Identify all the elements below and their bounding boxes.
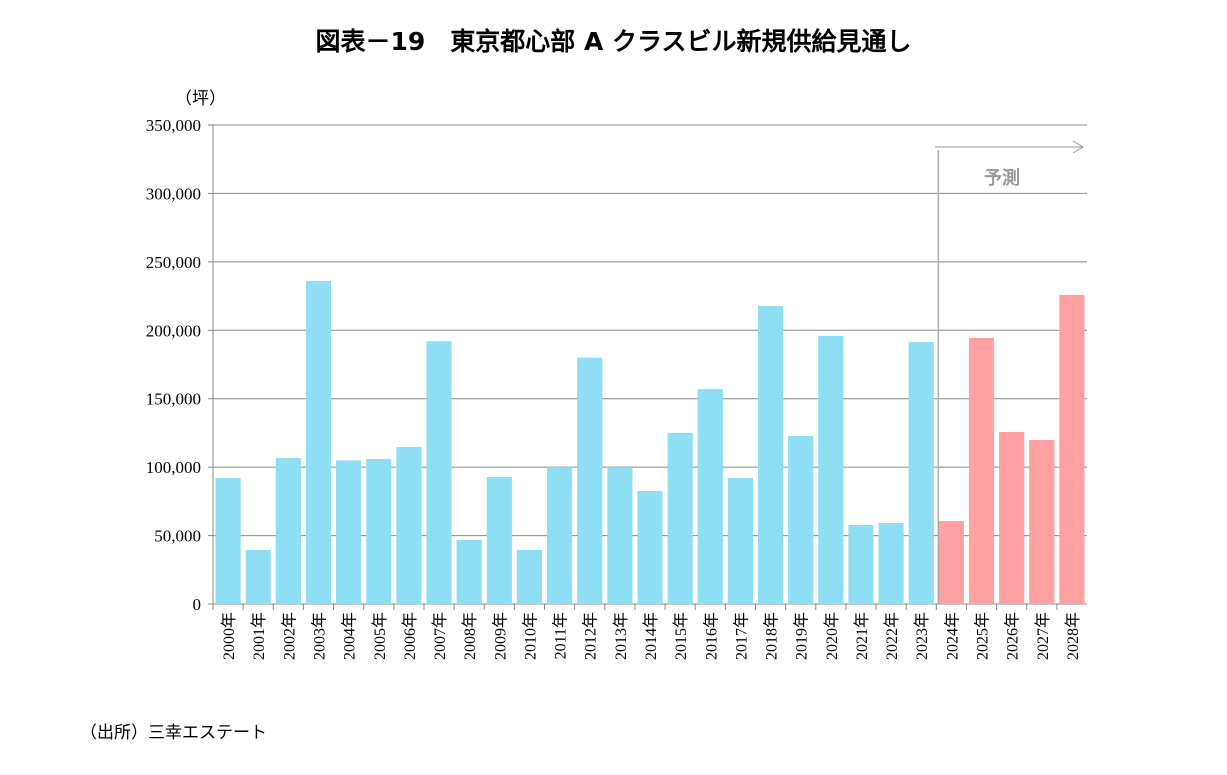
x-tick-label: 2008年 <box>461 612 479 660</box>
bar <box>938 521 964 604</box>
chart-title: 図表－19 東京都心部 A クラスビル新規供給見通し <box>315 27 912 56</box>
x-tick-label: 2012年 <box>582 612 600 660</box>
bar <box>697 389 723 604</box>
x-tick-label: 2000年 <box>220 612 238 660</box>
x-tick-label: 2026年 <box>1004 612 1022 660</box>
x-tick-label: 2019年 <box>793 612 811 660</box>
x-tick-label: 2005年 <box>371 612 389 660</box>
x-tick-label: 2015年 <box>672 612 690 660</box>
bar <box>516 549 543 604</box>
x-tick-label: 2011年 <box>552 612 570 659</box>
x-tick-label: 2020年 <box>823 612 841 660</box>
x-tick-label: 2023年 <box>913 612 931 660</box>
bar <box>275 457 301 604</box>
bar <box>848 525 874 604</box>
bar <box>547 467 573 604</box>
bar <box>456 539 482 604</box>
bar <box>1029 440 1055 604</box>
bar <box>396 447 422 604</box>
bar <box>305 281 332 604</box>
x-tick-label: 2013年 <box>612 612 630 660</box>
y-tick-label: 350,000 <box>146 116 201 135</box>
y-tick-label: 200,000 <box>146 321 201 340</box>
source-note: （出所）三幸エステート <box>80 723 267 743</box>
bar <box>727 478 753 604</box>
bar <box>336 460 362 604</box>
x-tick-label: 2009年 <box>491 612 509 660</box>
bar <box>968 337 995 604</box>
x-tick-label: 2022年 <box>883 612 901 660</box>
x-tick-label: 2007年 <box>431 612 449 660</box>
y-axis-label: （坪） <box>175 89 226 109</box>
x-tick-label: 2010年 <box>521 612 539 660</box>
y-tick-label: 250,000 <box>146 253 201 272</box>
bar <box>637 490 663 604</box>
x-tick-label: 2006年 <box>401 612 419 660</box>
x-tick-label: 2003年 <box>310 612 328 660</box>
y-tick-label: 150,000 <box>146 390 201 409</box>
bar <box>908 342 934 604</box>
x-tick-label: 2024年 <box>943 612 961 660</box>
bar <box>1059 294 1085 604</box>
arrow-head-icon <box>1072 140 1084 154</box>
x-tick-label: 2025年 <box>974 612 992 660</box>
bar <box>757 306 784 604</box>
y-tick-label: 100,000 <box>146 458 201 477</box>
bar <box>577 357 603 604</box>
x-tick-label: 2028年 <box>1064 612 1082 660</box>
y-tick-label: 300,000 <box>146 184 201 203</box>
x-tick-label: 2021年 <box>853 612 871 660</box>
bar <box>878 522 904 604</box>
x-tick-label: 2004年 <box>341 612 359 660</box>
x-tick-label: 2001年 <box>250 612 268 660</box>
y-tick-label: 0 <box>193 595 202 614</box>
bar <box>788 435 814 604</box>
bar <box>818 336 844 604</box>
bar <box>999 431 1025 604</box>
bar <box>245 549 271 604</box>
x-tick-label: 2016年 <box>702 612 720 660</box>
x-tick-label: 2014年 <box>642 612 660 660</box>
bar <box>486 476 512 604</box>
x-tick-label: 2018年 <box>763 612 781 660</box>
bar <box>607 467 633 604</box>
bar <box>215 478 241 604</box>
bar <box>667 432 693 604</box>
x-tick-label: 2027年 <box>1034 612 1052 660</box>
x-tick-label: 2017年 <box>732 612 750 660</box>
x-tick-label: 2002年 <box>280 612 298 660</box>
y-tick-label: 50,000 <box>154 527 201 546</box>
bar <box>366 458 392 604</box>
forecast-label: 予測 <box>984 167 1020 189</box>
bar <box>426 341 452 604</box>
